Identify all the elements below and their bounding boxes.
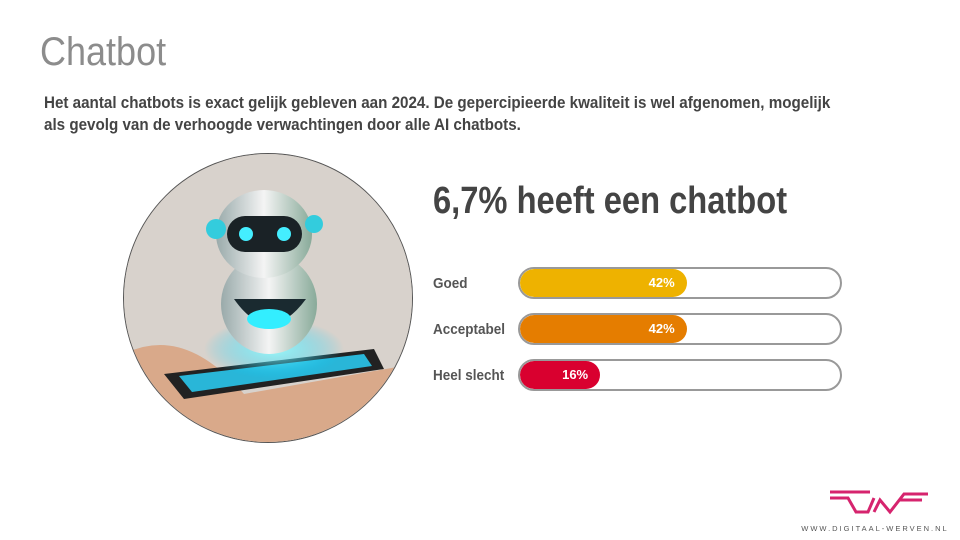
page-title: Chatbot xyxy=(40,30,167,74)
rating-bar-row: Heel slecht 16% xyxy=(433,359,843,393)
rating-fill: 42% xyxy=(520,315,687,343)
rating-fill: 16% xyxy=(520,361,601,389)
dwf-logo: WWW.DIGITAAL-WERVEN.NL xyxy=(800,488,950,533)
rating-label: Acceptabel xyxy=(433,321,506,338)
headline: 6,7% heeft een chatbot xyxy=(433,180,788,222)
rating-track: 42% xyxy=(518,313,842,345)
logo-url: WWW.DIGITAAL-WERVEN.NL xyxy=(801,524,949,533)
rating-label: Goed xyxy=(433,275,468,292)
rating-bar-row: Goed 42% xyxy=(433,267,843,301)
rating-label: Heel slecht xyxy=(433,367,505,384)
robot-phone-image xyxy=(123,153,413,443)
intro-text: Het aantal chatbots is exact gelijk gebl… xyxy=(44,94,831,134)
rating-bar-row: Acceptabel 42% xyxy=(433,313,843,347)
rating-track: 42% xyxy=(518,267,842,299)
rating-fill: 42% xyxy=(520,269,687,297)
rating-track: 16% xyxy=(518,359,842,391)
dwf-logo-mark xyxy=(830,490,928,515)
